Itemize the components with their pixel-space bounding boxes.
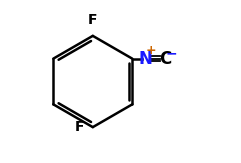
- Text: F: F: [88, 13, 98, 27]
- Text: F: F: [74, 120, 84, 134]
- Text: N: N: [139, 50, 153, 68]
- Text: C: C: [159, 50, 171, 68]
- Text: +: +: [146, 44, 156, 57]
- Text: −: −: [166, 47, 178, 61]
